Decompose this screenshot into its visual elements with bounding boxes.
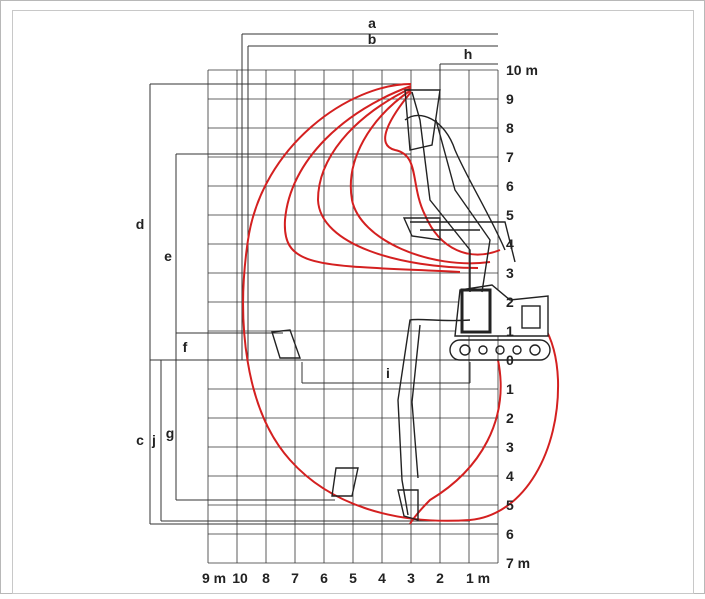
y-tick-label: 5 bbox=[506, 497, 514, 513]
y-tick-label: 2 bbox=[506, 294, 514, 310]
excavator bbox=[271, 89, 551, 521]
bucket-raised bbox=[404, 89, 441, 151]
x-tick-label: 8 bbox=[262, 570, 270, 586]
envelope-5 bbox=[384, 91, 501, 256]
bucket-ground bbox=[271, 329, 301, 359]
y-axis-labels: 10 m 9 8 7 6 5 4 3 2 1 0 1 2 3 4 5 6 7 m bbox=[506, 62, 538, 571]
y-tick-label: 3 bbox=[506, 439, 514, 455]
envelope-4 bbox=[349, 89, 491, 265]
working-range-envelopes bbox=[242, 83, 560, 525]
excavator-track bbox=[449, 339, 551, 361]
label-e: e bbox=[164, 248, 172, 264]
x-tick-label: 2 bbox=[436, 570, 444, 586]
arm-lowered bbox=[411, 324, 421, 479]
x-tick-label: 9 m bbox=[202, 570, 226, 586]
y-tick-label: 0 bbox=[506, 352, 514, 368]
boom-raised bbox=[411, 91, 491, 293]
x-tick-label: 5 bbox=[349, 570, 357, 586]
y-tick-label: 4 bbox=[506, 468, 514, 484]
dimension-lines bbox=[149, 33, 498, 525]
y-tick-label: 9 bbox=[506, 91, 514, 107]
bucket-lowered bbox=[397, 489, 419, 521]
label-f: f bbox=[183, 339, 188, 355]
label-c: c bbox=[136, 432, 144, 448]
x-tick-label: 3 bbox=[407, 570, 415, 586]
x-tick-label: 1 m bbox=[466, 570, 490, 586]
y-tick-label: 6 bbox=[506, 178, 514, 194]
dimension-line-g bbox=[175, 360, 335, 501]
y-tick-label: 4 bbox=[506, 236, 514, 252]
y-tick-label: 1 bbox=[506, 381, 514, 397]
dimension-line-j bbox=[160, 360, 470, 522]
envelope-3 bbox=[316, 87, 479, 269]
label-a: a bbox=[368, 15, 376, 31]
y-tick-label: 7 bbox=[506, 149, 514, 165]
x-tick-label: 6 bbox=[320, 570, 328, 586]
excavator-window bbox=[521, 305, 541, 329]
bucket-mid bbox=[402, 217, 441, 241]
y-tick-label: 2 bbox=[506, 410, 514, 426]
boom-lowered bbox=[397, 318, 471, 516]
excavator-cab bbox=[460, 288, 492, 334]
x-tick-label: 4 bbox=[378, 570, 386, 586]
label-h: h bbox=[464, 46, 473, 62]
y-tick-label: 3 bbox=[506, 265, 514, 281]
dimension-line-i bbox=[301, 362, 471, 384]
label-g: g bbox=[166, 425, 175, 441]
dimension-letters: a b h d e f c j g i bbox=[136, 15, 473, 448]
dimension-line-f bbox=[175, 332, 283, 360]
dimension-line-d bbox=[149, 83, 411, 360]
bucket-deep bbox=[331, 467, 359, 497]
lower-envelope bbox=[409, 359, 502, 525]
dimension-line-e bbox=[175, 153, 411, 360]
y-tick-label: 8 bbox=[506, 120, 514, 136]
envelope-2 bbox=[283, 85, 461, 273]
y-tick-label: 10 m bbox=[506, 62, 538, 78]
y-tick-label: 6 bbox=[506, 526, 514, 542]
dimension-line-a bbox=[241, 33, 498, 360]
dimension-line-c bbox=[149, 360, 498, 525]
excavator-body bbox=[454, 284, 549, 337]
y-tick-label: 5 bbox=[506, 207, 514, 223]
label-i: i bbox=[386, 365, 390, 381]
outer-envelope bbox=[242, 83, 560, 522]
label-d: d bbox=[136, 216, 145, 232]
boom-mid bbox=[410, 221, 516, 263]
x-axis-labels: 1 m 2 3 4 5 6 7 8 9 m 10 bbox=[202, 570, 490, 586]
dimension-line-b bbox=[247, 45, 498, 360]
y-tick-label: 7 m bbox=[506, 555, 530, 571]
x-tick-label: 7 bbox=[291, 570, 299, 586]
label-j: j bbox=[151, 432, 156, 448]
x-tick-label: 10 bbox=[232, 570, 248, 586]
label-b: b bbox=[368, 31, 377, 47]
track-rollers bbox=[459, 344, 541, 356]
y-tick-label: 1 bbox=[506, 323, 514, 339]
